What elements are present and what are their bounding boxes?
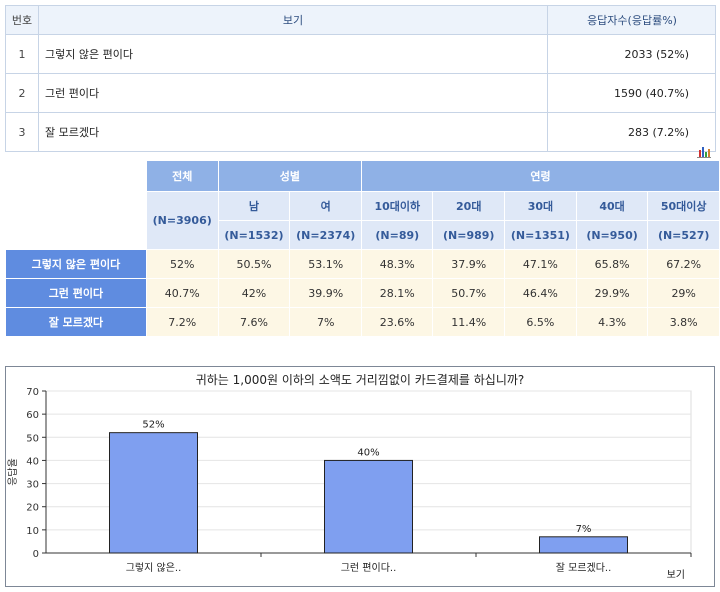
x-tick-label: 그렇지 않은.. — [126, 561, 182, 574]
header-count: 응답자수(응답률%) — [547, 5, 716, 35]
cell: 7.6% — [217, 307, 291, 337]
row-no: 1 — [5, 34, 39, 74]
bar-chart: 귀하는 1,000원 이하의 소액도 거리낌없이 카드결제를 하십니까? 0 10… — [5, 366, 715, 587]
col-label: 남 — [217, 191, 291, 221]
x-tick-label: 잘 모르겠다.. — [556, 562, 612, 574]
y-tick-label: 70 — [26, 387, 39, 398]
row-count: 1590 (40.7%) — [547, 73, 716, 113]
col-n: (N=1351) — [504, 220, 577, 250]
row-label: 그런 편이다 — [5, 278, 147, 308]
col-label: 40대 — [575, 191, 649, 221]
col-n: (N=527) — [647, 220, 720, 250]
cell: 52% — [145, 249, 219, 279]
bar — [109, 432, 198, 554]
cell: 47.1% — [504, 249, 577, 279]
y-tick-label: 10 — [26, 526, 39, 537]
cell: 7.2% — [145, 307, 219, 337]
bar-value-label: 52% — [142, 420, 164, 431]
y-tick-label: 60 — [26, 410, 39, 421]
total-n: (N=3906) — [145, 191, 219, 250]
survey-row: 3 잘 모르겠다 283 (7.2%) — [5, 112, 716, 152]
cell: 48.3% — [361, 249, 434, 279]
row-no: 3 — [5, 112, 39, 152]
x-tick-label: 그런 편이다.. — [341, 562, 397, 574]
crosstab-corner — [5, 160, 147, 250]
cell: 3.8% — [647, 307, 720, 337]
cell: 53.1% — [289, 249, 363, 279]
crosstab-table: 전체 성별 연령 (N=3906) 남 여 10대이하 20대 30대 40대 … — [5, 160, 720, 337]
col-label: 50대이상 — [647, 191, 720, 221]
bar-chart-icon[interactable] — [697, 146, 711, 158]
y-axis-label: 응답율 — [7, 458, 19, 486]
y-tick-label: 30 — [26, 480, 39, 491]
row-no: 2 — [5, 73, 39, 113]
cell: 40.7% — [145, 278, 219, 308]
header-option: 보기 — [38, 5, 548, 35]
survey-result-table: 번호 보기 응답자수(응답률%) 1 그렇지 않은 편이다 2033 (52%)… — [5, 5, 716, 152]
x-axis-label: 보기 — [667, 569, 685, 581]
cell: 65.8% — [575, 249, 649, 279]
cell: 46.4% — [504, 278, 577, 308]
cell: 50.7% — [432, 278, 506, 308]
cell: 37.9% — [432, 249, 506, 279]
cell: 23.6% — [361, 307, 434, 337]
cell: 7% — [289, 307, 363, 337]
row-option: 그런 편이다 — [38, 73, 548, 113]
y-tick-label: 50 — [26, 433, 39, 444]
cell: 29% — [647, 278, 720, 308]
row-count: 283 (7.2%) — [547, 112, 716, 152]
bar — [324, 459, 413, 554]
cell: 28.1% — [361, 278, 434, 308]
bar-value-label: 40% — [357, 447, 379, 458]
row-option: 잘 모르겠다 — [38, 112, 548, 152]
cell: 29.9% — [575, 278, 649, 308]
crosstab-row: 그런 편이다 40.7% 42% 39.9% 28.1% 50.7% 46.4%… — [5, 278, 720, 308]
row-label: 그렇지 않은 편이다 — [5, 249, 147, 279]
crosstab-row: 잘 모르겠다 7.2% 7.6% 7% 23.6% 11.4% 6.5% 4.3… — [5, 307, 720, 337]
col-label: 30대 — [504, 191, 577, 221]
y-tick-label: 20 — [26, 503, 39, 514]
col-n: (N=950) — [575, 220, 649, 250]
col-n: (N=89) — [361, 220, 434, 250]
gender-header: 성별 — [217, 160, 363, 192]
crosstab-row: 그렇지 않은 편이다 52% 50.5% 53.1% 48.3% 37.9% 4… — [5, 249, 720, 279]
col-n: (N=989) — [432, 220, 506, 250]
cell: 6.5% — [504, 307, 577, 337]
row-option: 그렇지 않은 편이다 — [38, 34, 548, 74]
row-label: 잘 모르겠다 — [5, 307, 147, 337]
header-no: 번호 — [5, 5, 39, 35]
cell: 42% — [217, 278, 291, 308]
bar — [539, 536, 628, 554]
cell: 67.2% — [647, 249, 720, 279]
cell: 39.9% — [289, 278, 363, 308]
age-header: 연령 — [361, 160, 720, 192]
survey-header-row: 번호 보기 응답자수(응답률%) — [5, 5, 716, 35]
survey-row: 1 그렇지 않은 편이다 2033 (52%) — [5, 34, 716, 74]
chart-title: 귀하는 1,000원 이하의 소액도 거리낌없이 카드결제를 하십니까? — [195, 373, 525, 387]
cell: 4.3% — [575, 307, 649, 337]
chart-canvas: 0 10 20 30 40 50 60 70 응답율 52% 그렇지 않은.. 40% 그런 편이다..… — [7, 387, 692, 581]
y-tick-label: 0 — [33, 549, 39, 560]
row-count: 2033 (52%) — [547, 34, 716, 74]
col-n: (N=1532) — [217, 220, 291, 250]
y-tick-label: 40 — [26, 456, 39, 467]
cell: 11.4% — [432, 307, 506, 337]
col-n: (N=2374) — [289, 220, 363, 250]
cell: 50.5% — [217, 249, 291, 279]
bar-value-label: 7% — [576, 524, 592, 535]
col-label: 10대이하 — [361, 191, 434, 221]
col-label: 20대 — [432, 191, 506, 221]
total-header: 전체 — [145, 160, 219, 192]
survey-row: 2 그런 편이다 1590 (40.7%) — [5, 73, 716, 113]
col-label: 여 — [289, 191, 363, 221]
